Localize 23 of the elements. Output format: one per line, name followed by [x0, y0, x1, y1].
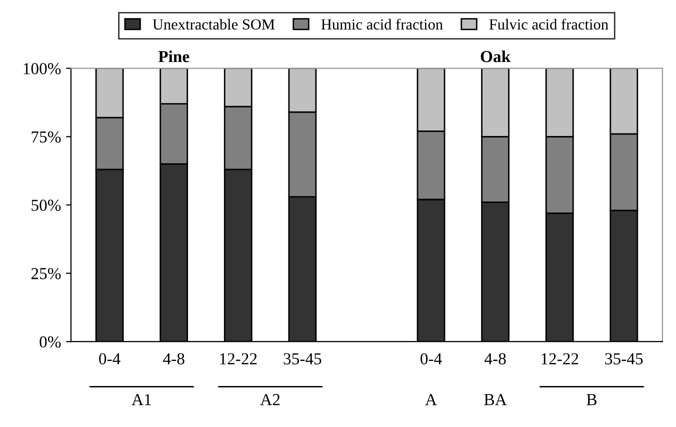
- x-tick-label: 35-45: [605, 353, 643, 364]
- x-tick-label: 4-8: [484, 353, 506, 364]
- y-tick-label: 100%: [24, 63, 61, 74]
- text: A: [425, 394, 437, 406]
- x-tick-label: 0-4: [420, 353, 442, 364]
- text: Oak: [480, 50, 511, 62]
- x-tick-label: 12-22: [542, 353, 578, 364]
- legend-label: Fulvic acid fraction: [489, 18, 608, 30]
- x-tick-label: 4-8: [163, 353, 184, 364]
- x-tick-label: 0-4: [99, 353, 120, 364]
- text: Pine: [158, 50, 190, 62]
- legend-label: Humic acid fraction: [321, 18, 443, 30]
- text: A1: [132, 394, 151, 406]
- x-tick-label: 35-45: [284, 353, 322, 364]
- y-tick-label: 75%: [32, 131, 61, 143]
- x-tick-label: 12-22: [220, 353, 257, 364]
- y-tick-label: 25%: [31, 268, 61, 280]
- text: A2: [260, 394, 280, 406]
- legend-label: Unextractable SOM: [152, 18, 275, 30]
- y-tick-label: 50%: [32, 200, 61, 211]
- text: B: [586, 394, 596, 406]
- text: BA: [484, 394, 507, 406]
- y-tick-label: 0%: [40, 336, 61, 348]
